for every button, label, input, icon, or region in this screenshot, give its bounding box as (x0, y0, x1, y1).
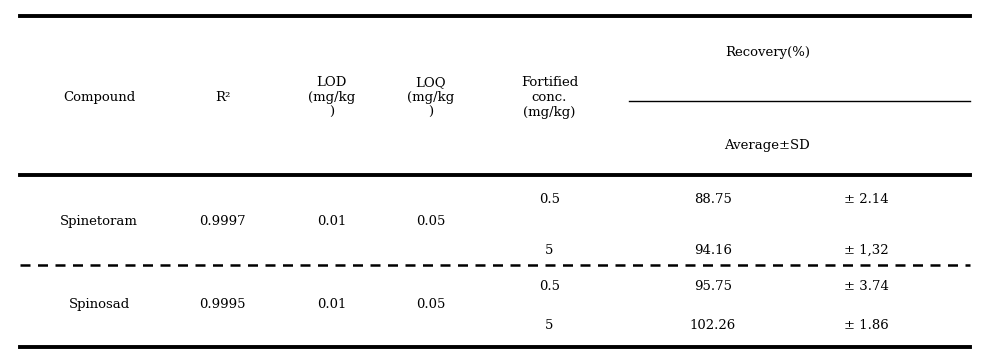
Text: LOQ
(mg/kg
): LOQ (mg/kg ) (407, 76, 454, 119)
Text: 0.01: 0.01 (317, 298, 346, 311)
Text: Spinosad: Spinosad (68, 298, 130, 311)
Text: 5: 5 (545, 244, 553, 257)
Text: ± 1.86: ± 1.86 (843, 319, 889, 332)
Text: Compound: Compound (63, 91, 135, 104)
Text: ± 3.74: ± 3.74 (843, 280, 889, 293)
Text: 0.9995: 0.9995 (200, 298, 246, 311)
Text: LOD
(mg/kg
): LOD (mg/kg ) (308, 76, 355, 119)
Text: Average±SD: Average±SD (725, 139, 810, 152)
Text: 0.05: 0.05 (416, 215, 446, 228)
Text: 0.5: 0.5 (539, 280, 560, 293)
Text: 0.05: 0.05 (416, 298, 446, 311)
Text: 95.75: 95.75 (694, 280, 732, 293)
Text: 94.16: 94.16 (694, 244, 732, 257)
Text: ± 2.14: ± 2.14 (843, 193, 889, 206)
Text: 0.01: 0.01 (317, 215, 346, 228)
Text: Fortified
conc.
(mg/kg): Fortified conc. (mg/kg) (521, 76, 578, 119)
Text: Recovery(%): Recovery(%) (725, 46, 810, 59)
Text: 5: 5 (545, 319, 553, 332)
Text: 0.5: 0.5 (539, 193, 560, 206)
Text: ± 1,32: ± 1,32 (843, 244, 889, 257)
Text: 88.75: 88.75 (694, 193, 732, 206)
Text: Spinetoram: Spinetoram (60, 215, 138, 228)
Text: 102.26: 102.26 (690, 319, 736, 332)
Text: 0.9997: 0.9997 (199, 215, 247, 228)
Text: R²: R² (215, 91, 231, 104)
